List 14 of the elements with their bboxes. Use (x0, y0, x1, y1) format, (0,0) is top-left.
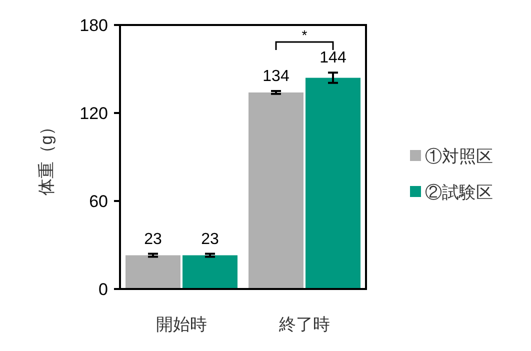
y-tick-label: 180 (80, 16, 108, 35)
y-tick-label: 60 (89, 192, 108, 211)
annotation: * (302, 27, 308, 43)
data-label: 23 (144, 230, 162, 248)
data-label: 23 (201, 230, 219, 248)
y-tick-label: 0 (98, 280, 108, 299)
data-label: 144 (320, 50, 346, 67)
legend-label: ①対照区 (425, 147, 493, 166)
y-tick-label: 120 (80, 104, 108, 123)
data-label: 134 (262, 68, 290, 85)
y-axis-title: 体重（g） (37, 118, 56, 196)
x-tick-label: 開始時 (156, 315, 207, 334)
x-tick-label: 終了時 (278, 315, 330, 334)
legend-label: ②試験区 (425, 183, 493, 202)
